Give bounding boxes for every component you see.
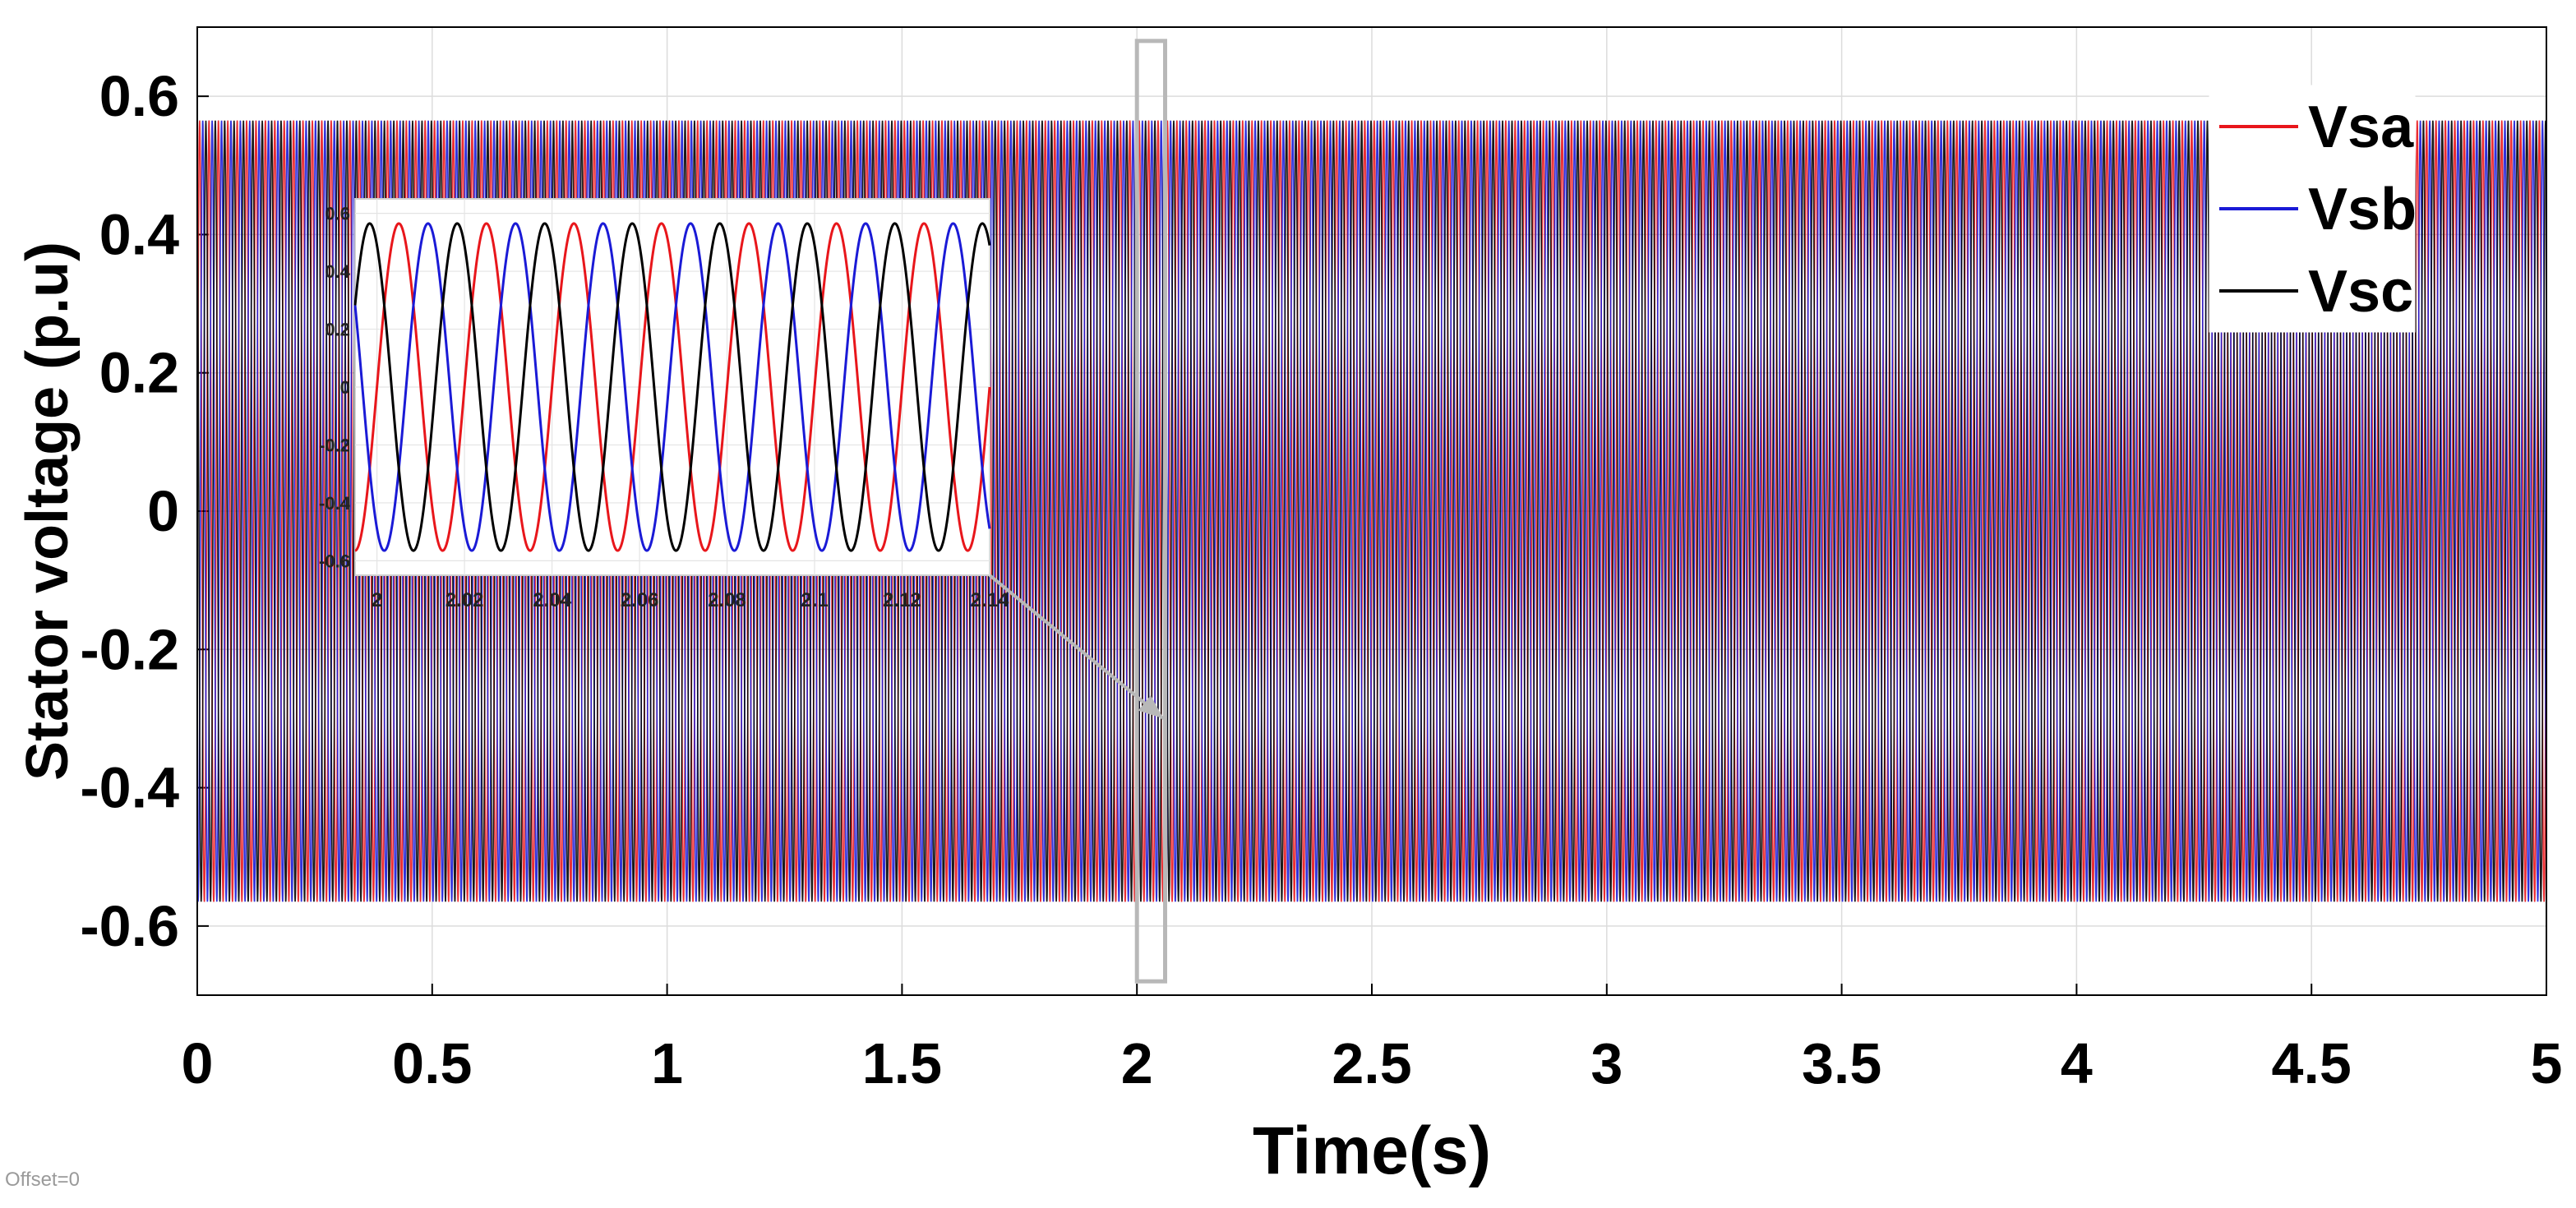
series-line-vsb [196,120,2547,902]
x-tick-label: 3 [1590,1031,1623,1095]
inset-y-tick-label: 0 [340,377,350,398]
x-tick-label: 2 [1121,1031,1153,1095]
x-tick-label: 2.5 [1332,1031,1411,1095]
x-tick-label: 1.5 [862,1031,942,1095]
inset-series-line-vsb [353,222,991,552]
inset-y-tick-label: 0.4 [325,261,350,282]
inset-x-tick-label: 2.1 [801,589,828,611]
x-tick-label: 4.5 [2272,1031,2352,1095]
x-tick-label: 5 [2531,1031,2563,1095]
offset-label: Offset=0 [5,1169,80,1191]
main-axes-border [196,26,2547,996]
y-axis-label: Stator voltage (p.u) [15,242,81,781]
zoom-arrow-line [988,574,1165,720]
zoom-arrow-head [1138,695,1164,719]
y-tick-label: 0.4 [99,202,179,266]
x-tick-label: 3.5 [1802,1031,1881,1095]
zoom-region-box [1134,39,1167,984]
main-y-tick-labels: -0.6 -0.4 -0.2 0 0.2 0.4 0.6 [80,64,179,958]
y-tick-label: 0 [147,479,179,543]
x-tick-label: 0.5 [392,1031,472,1095]
inset-x-tick-label: 2 [372,589,382,611]
y-tick-label: 0.6 [99,64,179,128]
inset-y-tick-label: -0.2 [319,435,350,455]
inset-x-tick-label: 2.02 [445,589,484,611]
legend-item-vsc: Vsc [2219,259,2413,325]
y-tick-label: -0.2 [80,617,179,681]
legend-label: Vsb [2308,177,2417,242]
main-x-tick-labels: 0 0.5 1 1.5 2 2.5 3 3.5 4 4.5 5 [182,1031,2563,1095]
y-tick-label: -0.4 [80,756,179,820]
series-line-vsa [196,120,2547,902]
legend-item-vsb: Vsb [2219,177,2417,242]
inset-plot: 2 2.02 2.04 2.06 2.08 2.1 2.12 2.14 -0.6-0.4-0.… [319,198,1009,611]
y-tick-label: 0.2 [99,341,179,405]
legend-label: Vsa [2308,95,2414,160]
legend-label: Vsc [2308,259,2413,325]
inset-x-tick-label: 2.06 [621,589,659,611]
inset-x-tick-label: 2.14 [971,589,1009,611]
inset-x-tick-label: 2.04 [533,589,571,611]
inset-y-tick-label: 0.6 [325,204,350,224]
y-tick-label: -0.6 [80,894,179,958]
x-axis-label: Time(s) [1253,1113,1491,1188]
legend: Vsa Vsb Vsc [2209,85,2417,333]
inset-series-group [353,222,991,552]
inset-x-tick-labels: 2 2.02 2.04 2.06 2.08 2.1 2.12 2.14 [372,589,1009,611]
inset-x-tick-label: 2.08 [708,589,746,611]
x-tick-label: 1 [651,1031,683,1095]
legend-item-vsa: Vsa [2219,95,2414,160]
inset-y-tick-label: -0.4 [319,493,351,514]
inset-series-line-vsa [354,222,991,552]
inset-y-tick-label: -0.6 [319,551,350,571]
inset-y-tick-label: 0.2 [325,320,350,340]
inset-series-line-vsc [353,222,991,552]
x-tick-label: 0 [182,1031,214,1095]
inset-y-tick-labels: -0.6 -0.4 -0.2 0 0.2 0.4 0.6 [319,204,351,572]
inset-x-tick-label: 2.12 [883,589,921,611]
x-tick-label: 4 [2061,1031,2093,1095]
